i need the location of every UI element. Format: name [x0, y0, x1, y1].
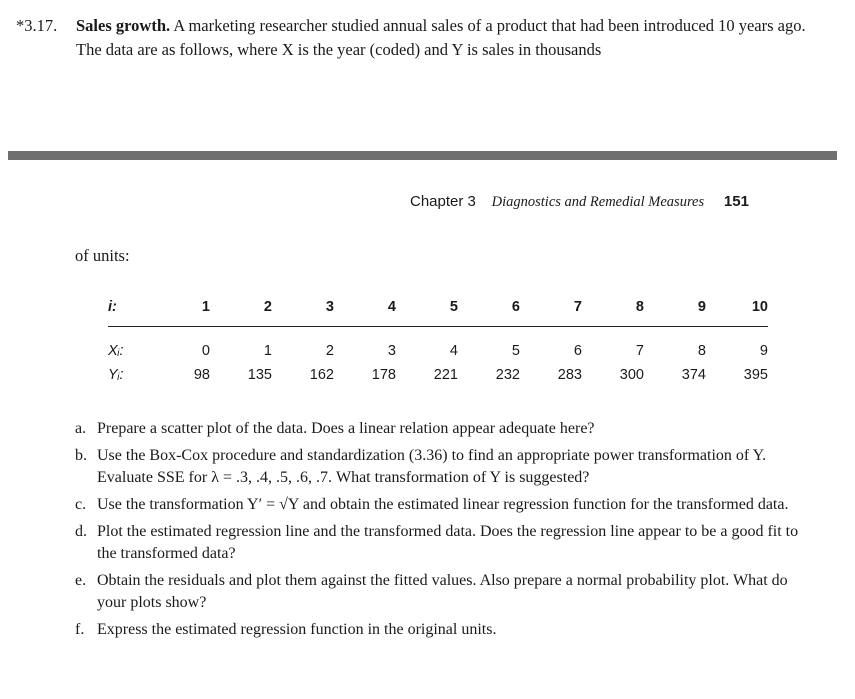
y-cell: 98 — [193, 367, 210, 383]
y-cell: 178 — [371, 367, 396, 383]
item-label: c. — [75, 496, 87, 513]
problem-text-block: Sales growth. A marketing researcher stu… — [76, 14, 816, 62]
index-cell: 10 — [706, 296, 768, 327]
x-cell: 6 — [573, 343, 582, 359]
section-title: Diagnostics and Remedial Measures — [491, 194, 705, 210]
y-label: Yᵢ: — [108, 367, 124, 383]
list-item: b. Use the Box-Cox procedure and standar… — [75, 445, 815, 489]
index-cell: 9 — [644, 296, 706, 327]
y-cell: 221 — [433, 367, 458, 383]
x-cell: 7 — [635, 343, 644, 359]
problem-statement: *3.17. Sales growth. A marketing researc… — [16, 14, 816, 62]
data-table: i: 1 2 3 4 5 6 7 8 9 10 Xᵢ: 0 1 2 3 4 5 … — [108, 296, 768, 387]
index-cell: 3 — [272, 296, 334, 327]
x-cell: 4 — [449, 343, 458, 359]
index-cell: 5 — [396, 296, 458, 327]
x-cell: 1 — [263, 343, 272, 359]
list-item: c. Use the transformation Y′ = √Y and ob… — [75, 494, 815, 516]
continuation-text: of units: — [75, 246, 130, 265]
item-label: e. — [75, 572, 87, 589]
x-cell: 8 — [697, 343, 706, 359]
page-number: 151 — [723, 193, 749, 210]
running-header: Chapter 3 Diagnostics and Remedial Measu… — [410, 193, 749, 211]
x-cell: 2 — [325, 343, 334, 359]
list-item: d. Plot the estimated regression line an… — [75, 521, 815, 565]
index-cell: 4 — [334, 296, 396, 327]
item-text: Obtain the residuals and plot them again… — [97, 572, 788, 611]
y-cell: 283 — [557, 367, 582, 383]
list-item: f. Express the estimated regression func… — [75, 619, 815, 641]
index-cell: 2 — [210, 296, 272, 327]
x-cell: 5 — [511, 343, 520, 359]
index-cell: 6 — [458, 296, 520, 327]
index-cell: 7 — [520, 296, 582, 327]
chapter-label: Chapter 3 — [410, 193, 476, 210]
table-row-x: Xᵢ: 0 1 2 3 4 5 6 7 8 9 — [108, 327, 768, 364]
index-cell: 1 — [148, 296, 210, 327]
problem-title: Sales growth. — [76, 16, 171, 35]
item-text: Prepare a scatter plot of the data. Does… — [97, 420, 595, 437]
y-cell: 300 — [619, 367, 644, 383]
item-label: d. — [75, 523, 87, 540]
item-text: Use the transformation Y′ = √Y and obtai… — [97, 496, 789, 513]
item-label: f. — [75, 621, 85, 638]
x-cell: 0 — [201, 343, 210, 359]
item-label: a. — [75, 420, 87, 437]
y-cell: 135 — [247, 367, 272, 383]
y-cell: 232 — [495, 367, 520, 383]
x-label: Xᵢ: — [108, 343, 124, 359]
question-list: a. Prepare a scatter plot of the data. D… — [75, 418, 815, 646]
item-label: b. — [75, 447, 87, 464]
item-text: Use the Box-Cox procedure and standardiz… — [97, 447, 767, 486]
x-cell: 9 — [759, 343, 768, 359]
list-item: e. Obtain the residuals and plot them ag… — [75, 570, 815, 614]
y-cell: 162 — [309, 367, 334, 383]
table-header-row: i: 1 2 3 4 5 6 7 8 9 10 — [108, 296, 768, 327]
list-item: a. Prepare a scatter plot of the data. D… — [75, 418, 815, 440]
y-cell: 395 — [743, 367, 768, 383]
index-cell: 8 — [582, 296, 644, 327]
problem-text: A marketing researcher studied annual sa… — [76, 16, 806, 59]
item-text: Plot the estimated regression line and t… — [97, 523, 799, 562]
table-row-y: Yᵢ: 98 135 162 178 221 232 283 300 374 3… — [108, 363, 768, 387]
y-cell: 374 — [681, 367, 706, 383]
item-text: Express the estimated regression functio… — [97, 621, 497, 638]
page-divider — [8, 151, 837, 160]
x-cell: 3 — [387, 343, 396, 359]
problem-number: *3.17. — [16, 16, 58, 35]
index-label: i: — [108, 296, 148, 327]
